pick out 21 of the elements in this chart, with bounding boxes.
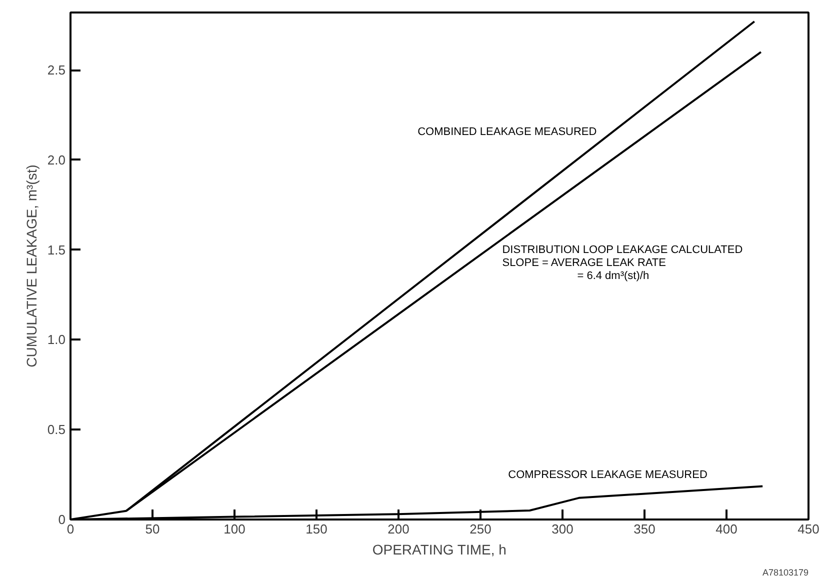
x-tick-label: 150 [306, 522, 328, 536]
x-tick-label: 450 [798, 522, 820, 536]
x-tick-label: 350 [634, 522, 656, 536]
annotation: COMPRESSOR LEAKAGE MEASURED [508, 468, 708, 481]
x-tick-label: 250 [470, 522, 492, 536]
y-tick-label: 0 [58, 512, 66, 527]
y-tick-label: 1.0 [47, 332, 66, 348]
y-tick-label: 0.5 [47, 422, 66, 438]
y-tick-label: 2.0 [47, 152, 66, 168]
x-axis-title: OPERATING TIME, h [372, 542, 506, 558]
y-tick-label: 2.5 [47, 62, 66, 78]
x-tick-label: 50 [145, 522, 160, 536]
text: A78103179 [762, 568, 808, 578]
y-tick-label: 1.5 [47, 242, 66, 258]
y-axis-title: CUMULATIVE LEAKAGE, m³(st) [23, 164, 40, 368]
x-tick-label: 300 [552, 522, 574, 536]
annotation: DISTRIBUTION LOOP LEAKAGE CALCULATED SLOPE = AVERAGE LEAK RATE = 6.4 dm³(st)/h [502, 244, 743, 282]
x-tick-label: 100 [224, 522, 246, 536]
x-tick-label: 400 [716, 522, 738, 536]
annotation: COMBINED LEAKAGE MEASURED [418, 126, 597, 138]
x-tick-label: 200 [388, 522, 410, 536]
